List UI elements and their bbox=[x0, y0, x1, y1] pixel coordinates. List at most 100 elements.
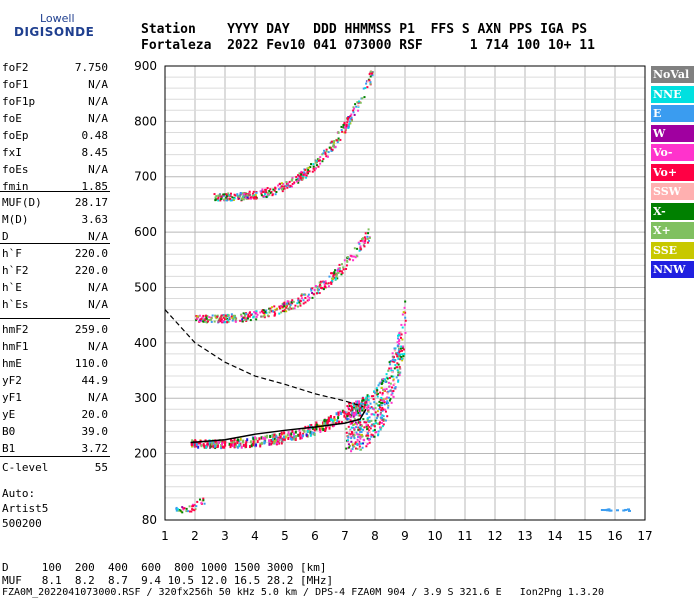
echo-point bbox=[221, 320, 224, 323]
echo-point bbox=[360, 448, 363, 451]
param-name: B1 bbox=[2, 442, 16, 455]
echo-point bbox=[286, 433, 289, 437]
echo-point bbox=[302, 302, 305, 305]
echo-point bbox=[359, 245, 362, 248]
echo-point bbox=[225, 199, 228, 202]
echo-point bbox=[300, 297, 303, 300]
echo-point bbox=[381, 381, 384, 384]
echo-point bbox=[392, 395, 395, 398]
echo-point bbox=[202, 497, 205, 500]
echo-point bbox=[343, 414, 346, 418]
echo-point bbox=[337, 267, 340, 270]
echo-point bbox=[273, 433, 276, 437]
echo-point bbox=[242, 316, 245, 319]
echo-point bbox=[393, 347, 396, 350]
y-tick-label: 300 bbox=[134, 391, 157, 405]
echo-point bbox=[285, 310, 288, 313]
echo-point bbox=[321, 153, 324, 156]
echo-point bbox=[359, 437, 362, 440]
echo-point bbox=[328, 419, 331, 423]
echo-point bbox=[191, 508, 194, 511]
echo-point bbox=[379, 413, 382, 416]
echo-point bbox=[363, 241, 366, 244]
echo-point bbox=[299, 436, 302, 440]
echo-point bbox=[283, 185, 286, 188]
echo-point bbox=[380, 421, 383, 424]
echo-point bbox=[361, 97, 364, 100]
echo-point bbox=[317, 159, 320, 162]
echo-point bbox=[249, 445, 252, 449]
echo-point bbox=[354, 412, 357, 415]
echo-point bbox=[283, 305, 286, 308]
echo-point bbox=[386, 377, 389, 380]
echo-point bbox=[341, 272, 344, 275]
trace-4 bbox=[175, 497, 206, 514]
echo-point bbox=[340, 411, 343, 415]
echo-point bbox=[352, 415, 355, 418]
echo-point bbox=[193, 443, 196, 447]
echo-point bbox=[345, 123, 348, 126]
echo-point bbox=[334, 145, 337, 148]
echo-point bbox=[360, 435, 363, 438]
echo-point bbox=[383, 399, 386, 402]
echo-point bbox=[236, 193, 239, 196]
echo-point bbox=[385, 388, 388, 391]
echo-point bbox=[369, 402, 372, 405]
echo-point bbox=[293, 432, 296, 436]
echo-point bbox=[286, 302, 289, 305]
echo-point bbox=[203, 319, 206, 322]
echo-point bbox=[248, 315, 251, 318]
echo-point bbox=[285, 181, 288, 184]
echo-point bbox=[244, 442, 247, 446]
param-value: 3.72 bbox=[81, 442, 109, 455]
echo-point bbox=[398, 355, 401, 358]
echo-point bbox=[361, 238, 364, 241]
echo-point bbox=[265, 196, 268, 199]
echo-point bbox=[230, 315, 233, 318]
echo-point bbox=[381, 414, 384, 417]
param-name: D bbox=[2, 230, 9, 243]
echo-point bbox=[398, 342, 401, 345]
echo-point bbox=[335, 275, 338, 278]
echo-point bbox=[374, 411, 377, 414]
echo-point bbox=[370, 395, 373, 398]
echo-point bbox=[249, 192, 252, 195]
footer-file-row: FZA0M_2022041073000.RSF / 320fx256h 50 k… bbox=[2, 587, 605, 598]
echo-point bbox=[297, 174, 300, 177]
param-name: hmF2 bbox=[2, 323, 29, 336]
echo-point bbox=[233, 316, 236, 319]
echo-point bbox=[245, 317, 248, 320]
echo-point bbox=[213, 193, 216, 196]
echo-point bbox=[230, 443, 233, 447]
echo-point bbox=[369, 70, 372, 73]
echo-point bbox=[318, 427, 321, 431]
echo-point bbox=[401, 326, 404, 329]
echo-point bbox=[349, 419, 352, 422]
echo-point bbox=[283, 187, 286, 190]
echo-point bbox=[190, 510, 193, 513]
echo-point bbox=[350, 426, 353, 429]
echo-point bbox=[372, 423, 375, 426]
legend-item-noval: NoVal bbox=[651, 66, 694, 83]
echo-point bbox=[382, 415, 385, 418]
echo-point bbox=[394, 364, 397, 367]
echo-point bbox=[319, 280, 322, 283]
echo-point bbox=[297, 299, 300, 302]
echo-point bbox=[351, 408, 354, 411]
echo-point bbox=[240, 313, 243, 316]
echo-point bbox=[255, 195, 258, 198]
echo-point bbox=[358, 428, 361, 431]
x-tick-label: 8 bbox=[371, 529, 379, 543]
echo-point bbox=[352, 255, 355, 258]
echo-point bbox=[366, 86, 369, 89]
echo-point bbox=[273, 437, 276, 441]
echo-point bbox=[365, 396, 368, 400]
echo-point bbox=[340, 263, 343, 266]
echo-point bbox=[397, 374, 400, 377]
echo-point bbox=[196, 500, 199, 503]
echo-point bbox=[332, 143, 335, 146]
x-tick-label: 1 bbox=[161, 529, 169, 543]
echo-point bbox=[227, 192, 230, 195]
echo-point bbox=[230, 438, 233, 442]
param-row: h`F 220.0 bbox=[2, 247, 108, 264]
